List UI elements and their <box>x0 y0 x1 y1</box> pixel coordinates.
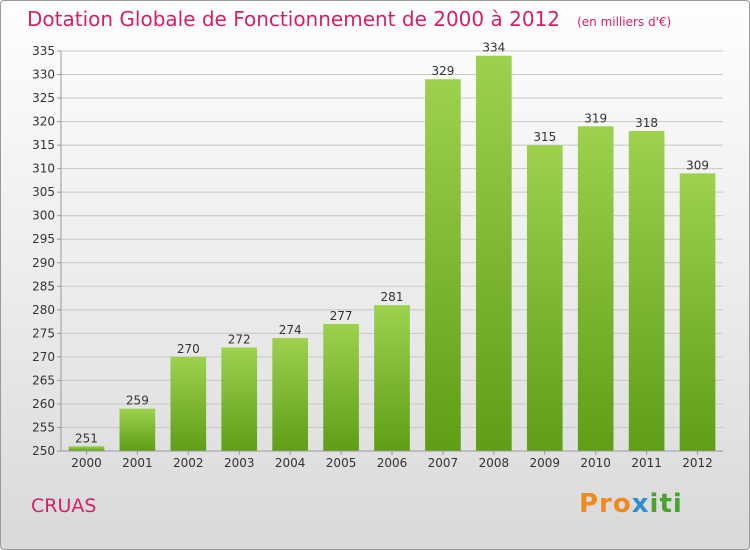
y-tick-label: 290 <box>32 256 55 270</box>
bar-2001 <box>119 408 156 451</box>
y-tick-label: 310 <box>32 162 55 176</box>
y-tick-label: 305 <box>32 185 55 199</box>
chart-title: Dotation Globale de Fonctionnement de 20… <box>27 7 560 31</box>
bar-2010 <box>577 126 614 451</box>
data-label-2006: 281 <box>381 290 404 304</box>
data-label-2009: 315 <box>533 130 556 144</box>
data-label-2011: 318 <box>635 116 658 130</box>
y-tick-label: 275 <box>32 326 55 340</box>
y-tick-label: 260 <box>32 397 55 411</box>
y-tick-label: 335 <box>32 44 55 58</box>
x-tick-label-2003: 2003 <box>224 456 255 470</box>
x-tick-label-2007: 2007 <box>428 456 459 470</box>
data-label-2001: 259 <box>126 394 149 408</box>
y-tick-label: 300 <box>32 209 55 223</box>
x-tick-label-2012: 2012 <box>682 456 713 470</box>
bar-2002 <box>170 356 207 451</box>
y-tick-label: 295 <box>32 232 55 246</box>
y-tick-label: 320 <box>32 115 55 129</box>
data-label-2008: 334 <box>482 41 505 55</box>
bar-2005 <box>323 323 359 451</box>
proxiti-logo[interactable]: Proxiti <box>579 489 683 519</box>
data-label-2002: 270 <box>177 342 200 356</box>
x-tick-label-2005: 2005 <box>326 456 357 470</box>
y-tick-label: 325 <box>32 91 55 105</box>
x-tick-label-2009: 2009 <box>529 456 560 470</box>
x-tick-label-2001: 2001 <box>122 456 153 470</box>
data-label-2010: 319 <box>584 111 607 125</box>
x-tick-label-2000: 2000 <box>71 456 102 470</box>
y-tick-label: 270 <box>32 350 55 364</box>
bar-2003 <box>221 347 258 451</box>
unit-label: (en milliers d'€) <box>577 15 672 29</box>
bar-2012 <box>679 173 716 451</box>
bar-2011 <box>628 131 665 451</box>
y-tick-label: 265 <box>32 373 55 387</box>
data-label-2000: 251 <box>75 431 98 445</box>
x-tick-label-2006: 2006 <box>377 456 408 470</box>
x-tick-label-2002: 2002 <box>173 456 204 470</box>
y-tick-label: 330 <box>32 68 55 82</box>
y-tick-label: 280 <box>32 303 55 317</box>
data-label-2004: 274 <box>279 323 302 337</box>
y-tick-label: 250 <box>32 444 55 458</box>
x-tick-label-2004: 2004 <box>275 456 306 470</box>
bar-2006 <box>374 305 410 451</box>
title-row: Dotation Globale de Fonctionnement de 20… <box>27 7 671 31</box>
data-label-2012: 309 <box>686 158 709 172</box>
y-tick-label: 285 <box>32 279 55 293</box>
x-tick-label-2010: 2010 <box>580 456 611 470</box>
bar-2007 <box>425 79 461 451</box>
data-label-2005: 277 <box>330 309 353 323</box>
bar-2000 <box>68 446 105 451</box>
bar-2004 <box>272 338 308 451</box>
y-tick-label: 315 <box>32 138 55 152</box>
bar-2008 <box>476 55 512 452</box>
y-tick-label: 255 <box>32 420 55 434</box>
commune-name: CRUAS <box>31 495 97 517</box>
x-tick-label-2008: 2008 <box>479 456 510 470</box>
bar-2009 <box>526 145 563 451</box>
x-tick-label-2011: 2011 <box>631 456 662 470</box>
data-label-2003: 272 <box>228 332 251 346</box>
data-label-2007: 329 <box>431 64 454 78</box>
